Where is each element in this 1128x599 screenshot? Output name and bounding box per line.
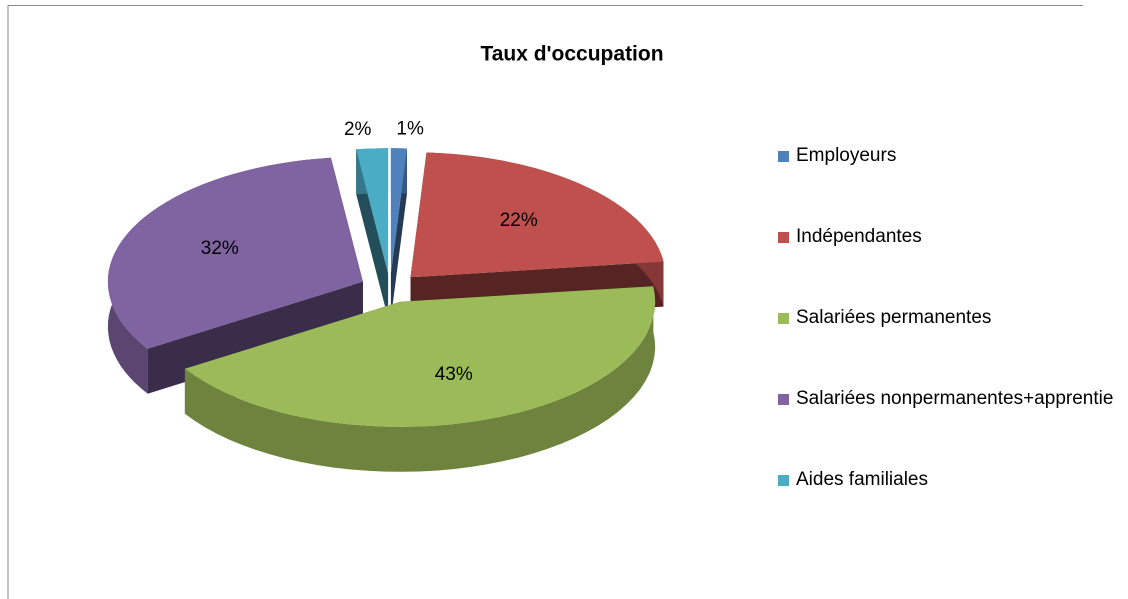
chart-title: Taux d'occupation [480, 43, 663, 66]
legend-item: Salariées nonpermanentes+apprentie [778, 387, 1118, 468]
legend-item: Indépendantes [778, 225, 1118, 306]
data-label: 1% [396, 119, 424, 140]
legend-item: Salariées permanentes [778, 306, 1118, 387]
legend-label: Salariées permanentes [796, 307, 992, 328]
legend-label: Aides familiales [796, 469, 928, 490]
chart-frame [7, 5, 1083, 599]
legend-swatch [778, 151, 789, 162]
legend-swatch [778, 394, 789, 405]
data-label: 22% [500, 210, 538, 231]
legend-item: Aides familiales [778, 468, 1118, 549]
slice [410, 152, 664, 278]
slice [107, 157, 363, 349]
slice [390, 148, 407, 274]
legend-swatch [778, 475, 789, 486]
legend: Employeurs Indépendantes Salariées permane… [778, 144, 1118, 549]
data-label: 43% [435, 364, 473, 385]
legend-swatch [778, 313, 789, 324]
legend-swatch [778, 232, 789, 243]
legend-label: Indépendantes [796, 226, 922, 247]
slice [356, 148, 389, 274]
data-label: 2% [344, 119, 372, 140]
data-label: 32% [201, 238, 239, 259]
legend-item: Employeurs [778, 144, 1118, 225]
slice-wall [184, 286, 656, 472]
slice [184, 286, 656, 427]
legend-label: Salariées nonpermanentes+apprentie [796, 388, 1114, 409]
legend-label: Employeurs [796, 145, 897, 166]
